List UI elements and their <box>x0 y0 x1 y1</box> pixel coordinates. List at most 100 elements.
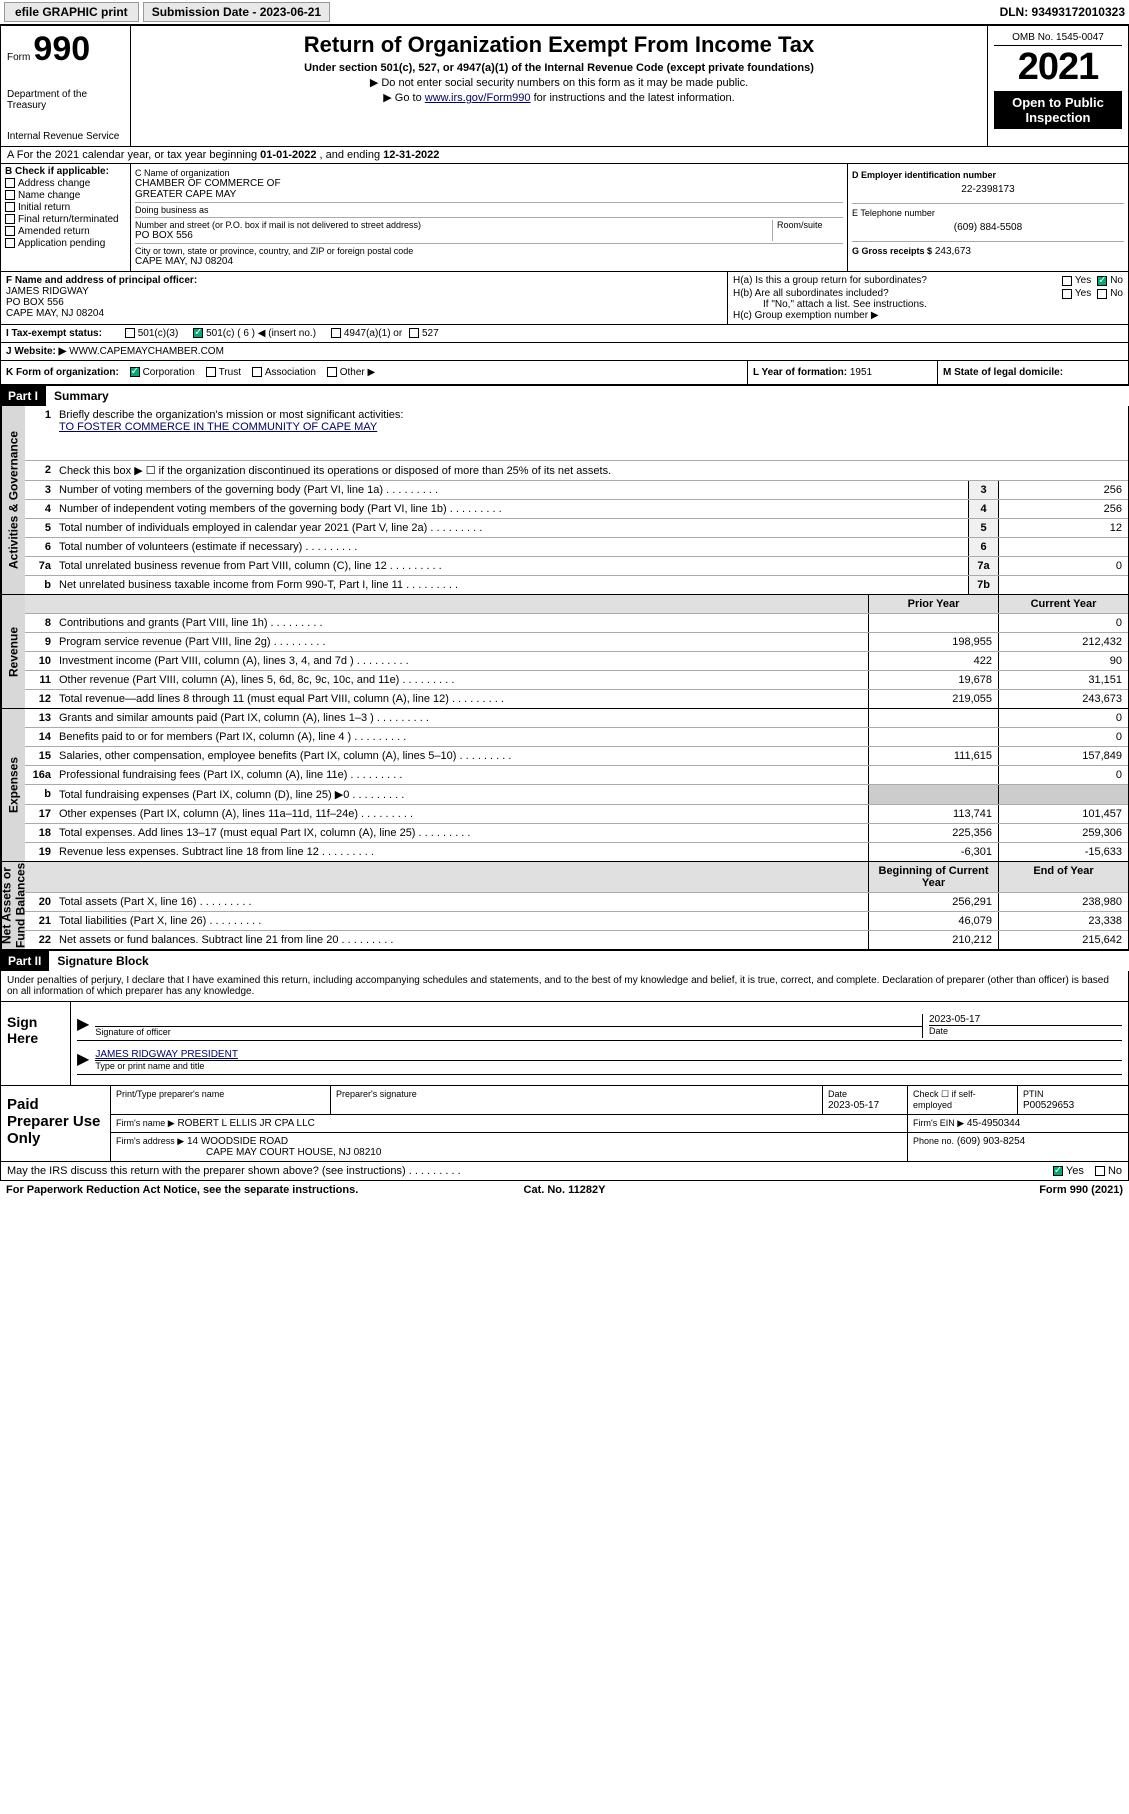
vtab-expenses: Expenses <box>1 709 25 861</box>
form-ref: Form 990 (2021) <box>1039 1184 1123 1196</box>
sign-here-row: Sign Here ▶ Signature of officer 2023-05… <box>1 1002 1128 1085</box>
vtab-governance: Activities & Governance <box>1 406 25 594</box>
hb-label: H(b) Are all subordinates included? <box>733 288 1062 299</box>
current-year-hdr: Current Year <box>998 595 1128 613</box>
end-year-hdr: End of Year <box>998 862 1128 892</box>
paid-preparer-label: Paid Preparer Use Only <box>1 1086 111 1161</box>
cb-app-pending[interactable] <box>5 238 15 248</box>
pp-date: 2023-05-17 <box>828 1100 879 1111</box>
form-header: Form 990 Department of the Treasury Inte… <box>0 25 1129 147</box>
lbl-name-change: Name change <box>18 190 80 201</box>
table-row: 3Number of voting members of the governi… <box>25 481 1128 500</box>
signature-block: Under penalties of perjury, I declare th… <box>0 971 1129 1162</box>
ein-value: 22-2398173 <box>852 180 1124 199</box>
r1-desc: Briefly describe the organization's miss… <box>59 409 403 421</box>
cb-501c[interactable] <box>193 328 203 338</box>
addr-value: PO BOX 556 <box>135 230 768 241</box>
header-right: OMB No. 1545-0047 2021 Open to Public In… <box>988 26 1128 146</box>
ha-no: No <box>1110 275 1123 286</box>
opt-501c: 501(c) ( 6 ) ◀ (insert no.) <box>206 328 316 339</box>
ptin-value: P00529653 <box>1023 1100 1074 1111</box>
irs-link[interactable]: www.irs.gov/Form990 <box>425 92 531 104</box>
tax-year: 2021 <box>994 46 1122 89</box>
opt-other: Other ▶ <box>340 367 375 378</box>
row-fh: F Name and address of principal officer:… <box>0 272 1129 325</box>
col-k: K Form of organization: Corporation Trus… <box>1 361 748 384</box>
part1-header: Part I Summary <box>0 385 1129 406</box>
pp-name-label: Print/Type preparer's name <box>116 1089 224 1099</box>
col-deg: D Employer identification number 22-2398… <box>848 164 1128 271</box>
form-title: Return of Organization Exempt From Incom… <box>137 32 981 58</box>
hb-note: If "No," attach a list. See instructions… <box>733 299 1123 310</box>
org-name-label: C Name of organization <box>135 168 843 178</box>
tax-year-begin: 01-01-2022 <box>260 149 316 161</box>
section-governance: Activities & Governance 1Briefly describ… <box>1 406 1128 595</box>
dln-label: DLN: 93493172010323 <box>1000 5 1125 19</box>
col-l: L Year of formation: 1951 <box>748 361 938 384</box>
submission-date: Submission Date - 2023-06-21 <box>143 2 330 22</box>
cb-501c3[interactable] <box>125 328 135 338</box>
tax-status-label: I Tax-exempt status: <box>6 328 102 339</box>
open-to-public: Open to Public Inspection <box>994 91 1122 129</box>
irs-label: Internal Revenue Service <box>7 131 124 142</box>
cb-assoc[interactable] <box>252 367 262 377</box>
cb-trust[interactable] <box>206 367 216 377</box>
website-value: WWW.CAPEMAYCHAMBER.COM <box>69 346 224 357</box>
lbl-address-change: Address change <box>18 178 90 189</box>
vtab-revenue: Revenue <box>1 595 25 708</box>
part2-title: Signature Block <box>49 951 156 971</box>
otp-line1: Open to Public <box>996 95 1120 110</box>
table-row: 13Grants and similar amounts paid (Part … <box>25 709 1128 728</box>
firm-ein: 45-4950344 <box>967 1118 1020 1129</box>
may-discuss-label: May the IRS discuss this return with the… <box>7 1165 406 1177</box>
ptin-label: PTIN <box>1023 1089 1044 1099</box>
otp-line2: Inspection <box>996 110 1120 125</box>
ha-label: H(a) Is this a group return for subordin… <box>733 275 1062 286</box>
cb-corp[interactable] <box>130 367 140 377</box>
opt-trust: Trust <box>219 367 241 378</box>
cat-no: Cat. No. 11282Y <box>378 1184 750 1196</box>
cb-ha-yes[interactable] <box>1062 276 1072 286</box>
pra-notice: For Paperwork Reduction Act Notice, see … <box>6 1184 378 1196</box>
dept-label: Department of the Treasury <box>7 89 124 111</box>
cb-may-no[interactable] <box>1095 1166 1105 1176</box>
cb-may-yes[interactable] <box>1053 1166 1063 1176</box>
phone-value: (609) 903-8254 <box>957 1136 1025 1147</box>
cb-ha-no[interactable] <box>1097 276 1107 286</box>
table-row: 12Total revenue—add lines 8 through 11 (… <box>25 690 1128 708</box>
officer-name: JAMES RIDGWAY <box>6 286 722 297</box>
gross-label: G Gross receipts $ <box>852 246 932 256</box>
cb-527[interactable] <box>409 328 419 338</box>
form-org-label: K Form of organization: <box>6 367 119 378</box>
cb-hb-no[interactable] <box>1097 289 1107 299</box>
cb-other[interactable] <box>327 367 337 377</box>
ein-label: D Employer identification number <box>852 170 1124 180</box>
hb-no: No <box>1110 288 1123 299</box>
sign-here-label: Sign Here <box>1 1002 71 1085</box>
firm-ein-label: Firm's EIN ▶ <box>913 1118 964 1128</box>
table-row: 16aProfessional fundraising fees (Part I… <box>25 766 1128 785</box>
efile-print-button[interactable]: efile GRAPHIC print <box>4 2 139 22</box>
footer-may-discuss: May the IRS discuss this return with the… <box>0 1162 1129 1181</box>
section-revenue: Revenue Prior YearCurrent Year 8Contribu… <box>1 595 1128 709</box>
cb-name-change[interactable] <box>5 190 15 200</box>
cb-amended[interactable] <box>5 226 15 236</box>
cb-4947[interactable] <box>331 328 341 338</box>
sig-officer-label: Signature of officer <box>95 1027 170 1037</box>
firm-addr1: 14 WOODSIDE ROAD <box>187 1136 288 1147</box>
col-h: H(a) Is this a group return for subordin… <box>728 272 1128 324</box>
row-i: I Tax-exempt status: 501(c)(3) 501(c) ( … <box>0 325 1129 343</box>
cb-initial-return[interactable] <box>5 202 15 212</box>
cb-final-return[interactable] <box>5 214 15 224</box>
arrow-icon-2: ▶ <box>77 1049 89 1072</box>
line-a-mid: , and ending <box>320 149 384 161</box>
table-row: 5Total number of individuals employed in… <box>25 519 1128 538</box>
cb-address-change[interactable] <box>5 178 15 188</box>
cb-hb-yes[interactable] <box>1062 289 1072 299</box>
prior-year-hdr: Prior Year <box>868 595 998 613</box>
table-row: bNet unrelated business taxable income f… <box>25 576 1128 594</box>
opt-corp: Corporation <box>143 367 195 378</box>
firm-addr2: CAPE MAY COURT HOUSE, NJ 08210 <box>116 1147 381 1158</box>
table-row: 19Revenue less expenses. Subtract line 1… <box>25 843 1128 861</box>
room-label: Room/suite <box>777 220 843 230</box>
